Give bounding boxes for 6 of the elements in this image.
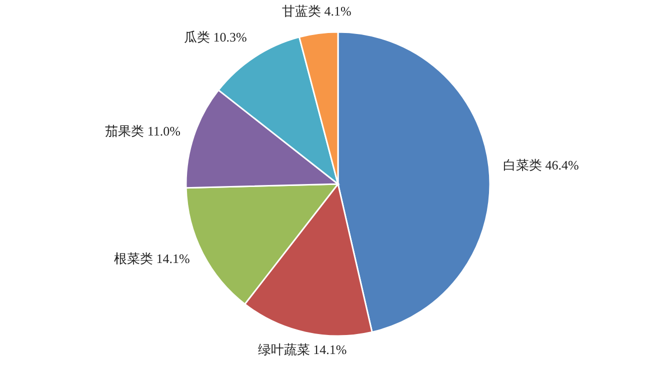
slice-label: 茄果类 11.0% xyxy=(105,124,181,139)
slice-label: 根菜类 14.1% xyxy=(114,250,190,266)
slice-label: 甘蓝类 4.1% xyxy=(282,3,352,18)
slice-label: 绿叶蔬菜 14.1% xyxy=(258,342,347,358)
slice-label: 白菜类 46.4% xyxy=(502,157,579,172)
slice-label: 瓜类 10.3% xyxy=(184,29,248,44)
